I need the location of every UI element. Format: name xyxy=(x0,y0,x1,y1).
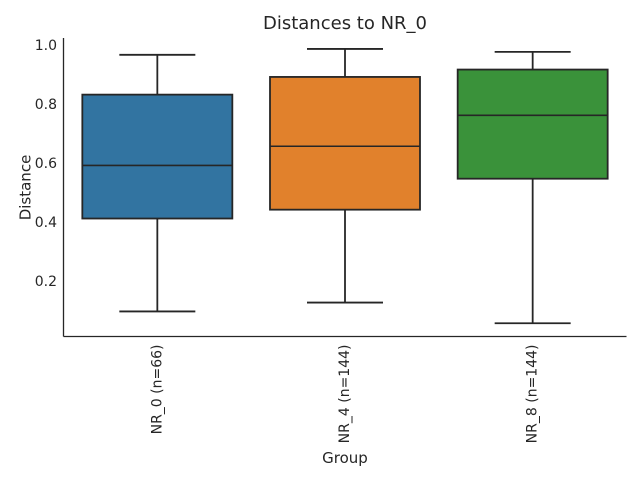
x-tick-label: NR_0 (n=66) xyxy=(149,345,165,435)
x-axis-label: Group xyxy=(322,449,368,467)
y-tick-label: 0.4 xyxy=(35,215,57,231)
y-tick-label: 1.0 xyxy=(35,38,57,54)
x-tick-label: NR_8 (n=144) xyxy=(525,345,541,444)
y-axis-label: Distance xyxy=(16,154,35,221)
y-tick-label: 0.8 xyxy=(35,97,57,113)
x-tick-label: NR_4 (n=144) xyxy=(337,345,353,444)
box-1 xyxy=(269,76,421,211)
chart-title: Distances to NR_0 xyxy=(262,13,428,34)
box-2 xyxy=(456,68,609,180)
y-tick-label: 0.6 xyxy=(35,156,57,172)
y-tick-label: 0.2 xyxy=(35,274,57,290)
box-0 xyxy=(81,93,234,220)
